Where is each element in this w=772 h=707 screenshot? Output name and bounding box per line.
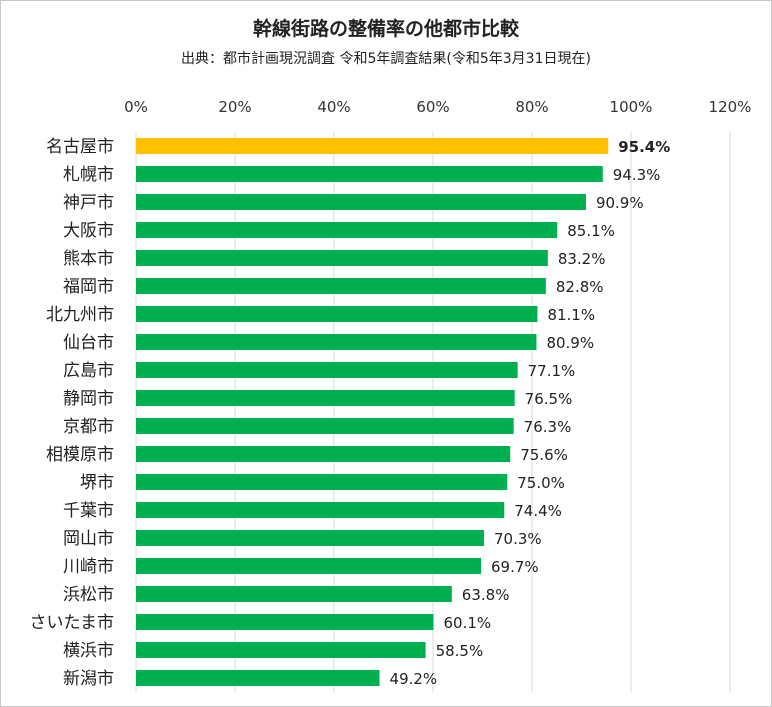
- data-label: 77.1%: [528, 362, 576, 380]
- x-tick-label: 0%: [124, 98, 148, 116]
- bar: [136, 642, 426, 658]
- data-label: 82.8%: [556, 278, 604, 296]
- chart-title: 幹線街路の整備率の他都市比較: [252, 18, 519, 40]
- category-label: さいたま市: [30, 613, 115, 633]
- bar: [136, 474, 508, 490]
- bar: [136, 138, 609, 154]
- x-tick-label: 80%: [515, 98, 548, 116]
- data-label: 75.6%: [520, 446, 568, 464]
- bar: [136, 194, 586, 210]
- data-label: 76.3%: [524, 418, 572, 436]
- x-tick-label: 120%: [709, 98, 752, 116]
- category-label: 相模原市: [46, 445, 114, 465]
- bar: [136, 614, 434, 630]
- category-label: 熊本市: [63, 249, 114, 269]
- data-label: 80.9%: [546, 334, 594, 352]
- category-label: 千葉市: [63, 501, 114, 521]
- data-label: 90.9%: [596, 194, 644, 212]
- category-label: 堺市: [80, 473, 114, 493]
- category-label: 新潟市: [63, 669, 114, 689]
- bar: [136, 334, 537, 350]
- chart-subtitle: 出典：都市計画現況調査 令和5年調査結果(令和5年3月31日現在): [181, 51, 591, 67]
- category-label: 岡山市: [63, 529, 114, 549]
- data-label: 49.2%: [390, 670, 438, 688]
- category-label: 仙台市: [63, 333, 114, 353]
- bar: [136, 558, 482, 574]
- data-label: 81.1%: [547, 306, 595, 324]
- data-label: 74.4%: [514, 502, 562, 520]
- data-label: 70.3%: [494, 530, 542, 548]
- data-label: 95.4%: [618, 138, 670, 156]
- data-label: 94.3%: [613, 166, 661, 184]
- category-label: 札幌市: [63, 165, 114, 185]
- category-label: 神戸市: [63, 193, 114, 213]
- category-label: 静岡市: [63, 389, 114, 409]
- data-label: 76.5%: [525, 390, 573, 408]
- bar: [136, 390, 515, 406]
- bar: [136, 362, 518, 378]
- bar: [136, 166, 603, 182]
- x-tick-label: 40%: [317, 98, 350, 116]
- category-label: 京都市: [63, 417, 114, 437]
- bar: [136, 250, 548, 266]
- bar: [136, 502, 505, 518]
- data-label: 58.5%: [436, 642, 484, 660]
- data-label: 85.1%: [567, 222, 615, 240]
- bar: [136, 586, 452, 602]
- category-label: 北九州市: [46, 305, 114, 325]
- bar: [136, 278, 546, 294]
- category-label: 川崎市: [63, 557, 114, 577]
- bar: [136, 418, 514, 434]
- data-label: 75.0%: [517, 474, 565, 492]
- category-label: 浜松市: [63, 585, 114, 605]
- category-label: 名古屋市: [46, 137, 114, 157]
- bar: [136, 670, 380, 686]
- bar: [136, 306, 538, 322]
- category-label: 福岡市: [63, 277, 114, 297]
- category-label: 大阪市: [63, 221, 114, 241]
- data-label: 69.7%: [491, 558, 539, 576]
- data-label: 60.1%: [443, 614, 491, 632]
- category-label: 広島市: [63, 361, 114, 381]
- data-label: 63.8%: [462, 586, 510, 604]
- bar: [136, 530, 484, 546]
- category-label: 横浜市: [63, 641, 114, 661]
- bar: [136, 446, 511, 462]
- bar: [136, 222, 558, 238]
- x-tick-label: 20%: [218, 98, 251, 116]
- x-tick-label: 60%: [416, 98, 449, 116]
- x-tick-label: 100%: [610, 98, 653, 116]
- data-label: 83.2%: [558, 250, 606, 268]
